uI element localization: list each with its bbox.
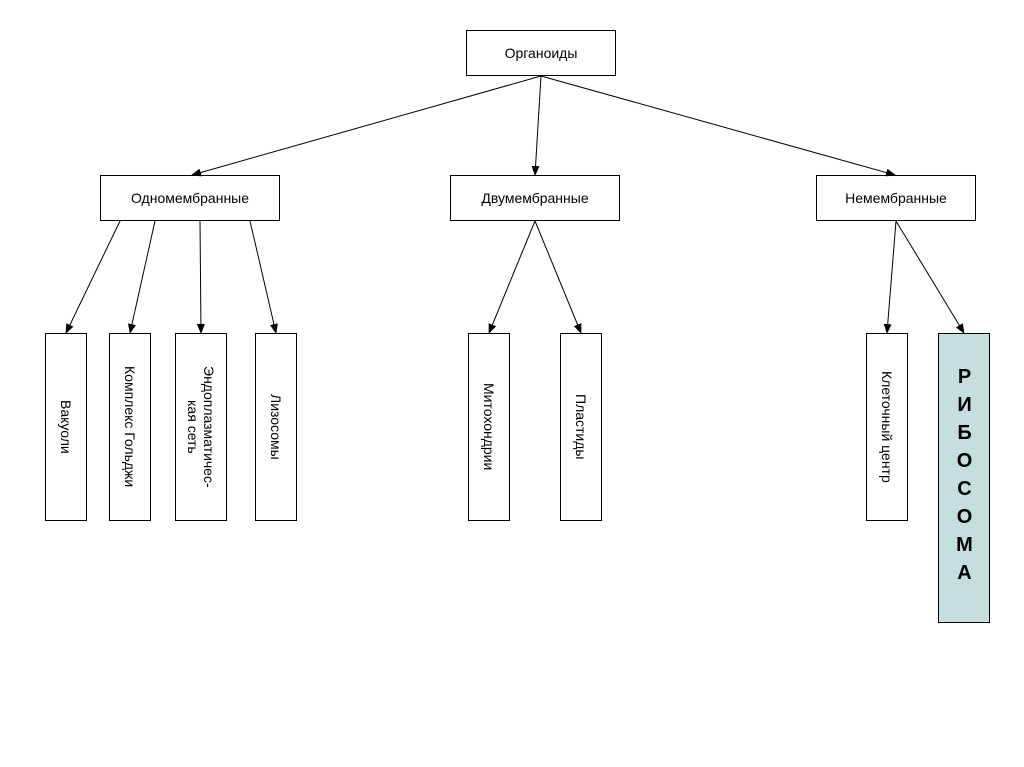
- edge: [887, 221, 896, 333]
- node-label: Клеточный центр: [879, 371, 895, 483]
- node-label: РИБОСОМА: [953, 366, 976, 590]
- node-leaf-ribosome: РИБОСОМА: [938, 333, 990, 623]
- edge: [66, 221, 120, 333]
- node-leaf-lysosomes: Лизосомы: [255, 333, 297, 521]
- node-label: Немембранные: [845, 190, 947, 206]
- node-root: Органоиды: [466, 30, 616, 76]
- node-label: Комплекс Гольджи: [122, 366, 138, 487]
- edge: [541, 76, 895, 175]
- node-label: Двумембранные: [481, 190, 588, 206]
- node-cat-double-membrane: Двумембранные: [450, 175, 620, 221]
- node-leaf-vacuoles: Вакуоли: [45, 333, 87, 521]
- node-label: Вакуоли: [58, 400, 74, 454]
- node-label: Лизосомы: [268, 394, 284, 460]
- node-leaf-plastids: Пластиды: [560, 333, 602, 521]
- node-leaf-er: Эндоплазматичес- кая сеть: [175, 333, 227, 521]
- edge: [535, 221, 581, 333]
- node-cat-single-membrane: Одномембранные: [100, 175, 280, 221]
- node-label: Эндоплазматичес- кая сеть: [185, 366, 217, 488]
- node-cat-non-membrane: Немембранные: [816, 175, 976, 221]
- edge: [489, 221, 535, 333]
- edge: [200, 221, 201, 333]
- node-leaf-cell-center: Клеточный центр: [866, 333, 908, 521]
- node-label: Органоиды: [505, 45, 578, 61]
- node-label: Пластиды: [573, 394, 589, 459]
- edge: [535, 76, 541, 175]
- edge: [130, 221, 155, 333]
- edge: [896, 221, 964, 333]
- edge: [192, 76, 541, 175]
- node-leaf-mitochondria: Митохондрии: [468, 333, 510, 521]
- node-leaf-golgi: Комплекс Гольджи: [109, 333, 151, 521]
- node-label: Одномембранные: [131, 190, 249, 206]
- edge: [250, 221, 276, 333]
- node-label: Митохондрии: [481, 383, 497, 470]
